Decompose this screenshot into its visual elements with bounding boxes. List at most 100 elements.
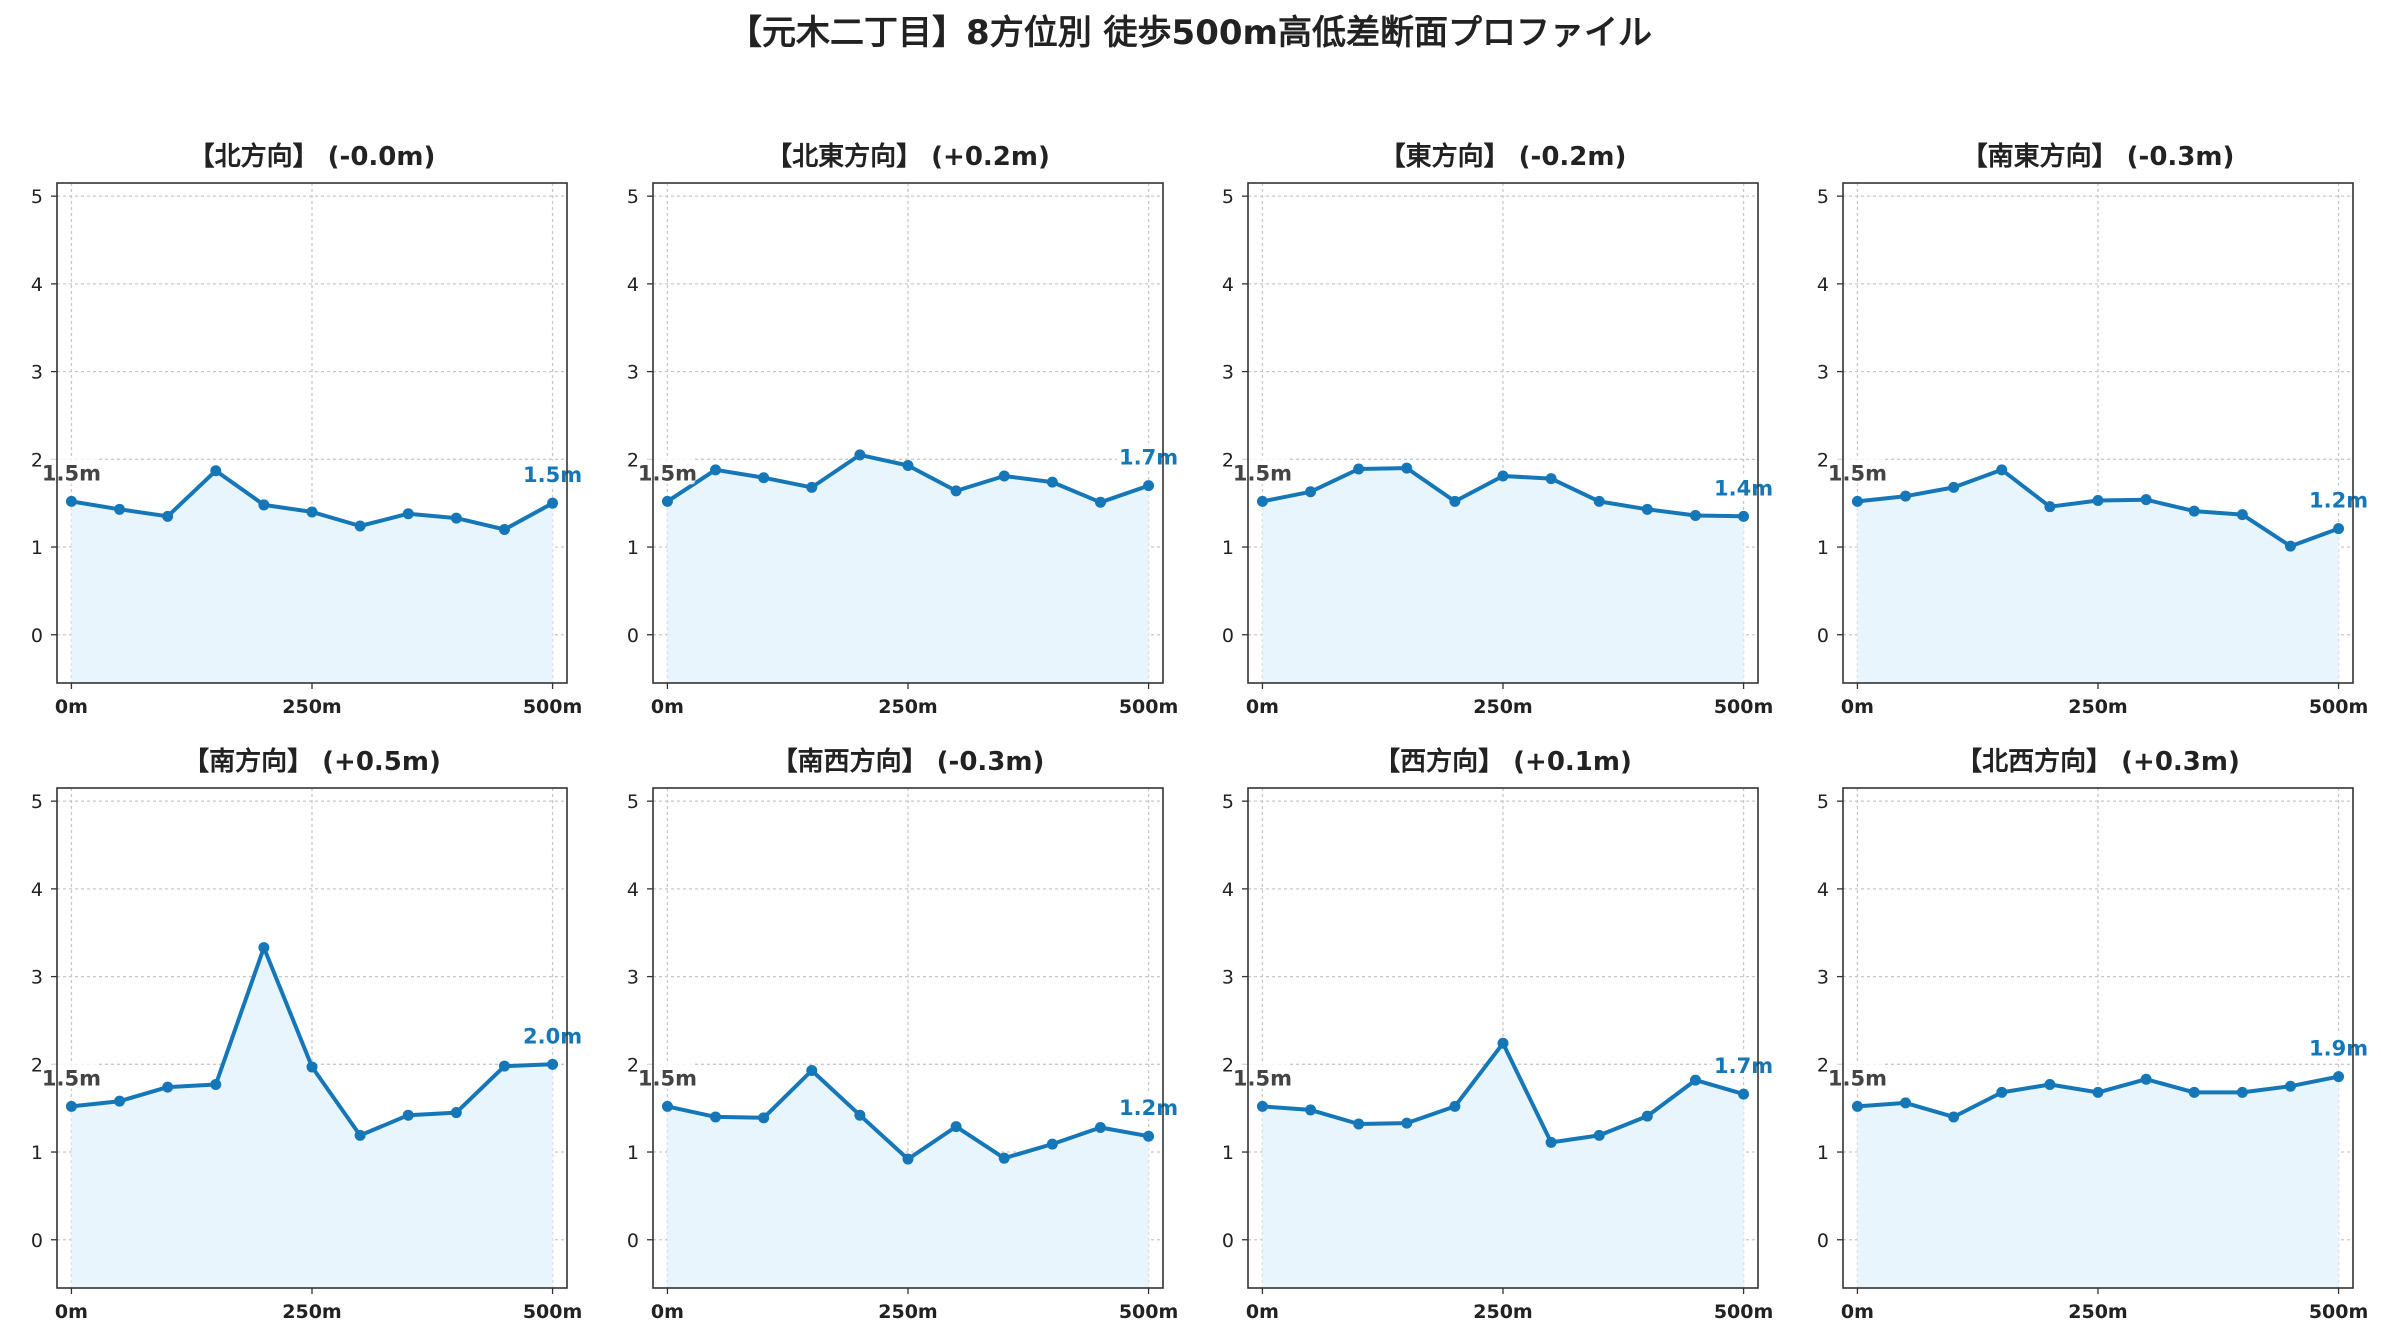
profile-point: [210, 465, 222, 477]
profile-point: [806, 1064, 818, 1076]
profile-point: [114, 503, 126, 515]
panel-1: 【北方向】 (-0.0m) 0 1 2 3 4 5 0m 250m 500m 1.5m 1.5m: [31, 141, 585, 718]
x-tick-label: 500m: [2309, 1301, 2368, 1323]
end-label-bg: [2306, 1033, 2371, 1060]
axes-frame: [1842, 182, 2354, 684]
profile-point: [1401, 462, 1413, 474]
profile-point: [2188, 1086, 2200, 1098]
x-tick-label: 250m: [2068, 1301, 2127, 1323]
panel-2: 【北東方向】 (+0.2m) 0 1 2 3 4 5 0m 250m 500m 1.5m 1.7m: [627, 141, 1181, 718]
y-tick-label: 0: [1222, 1230, 1234, 1252]
profile-point: [1689, 1074, 1701, 1086]
profile-point: [950, 1121, 962, 1133]
profile-point: [65, 495, 77, 507]
profile-area: [667, 454, 1149, 683]
y-tick-label: 3: [31, 362, 43, 384]
figure-title: 【元木二丁目】8方位別 徒歩500m高低差断面プロファイル: [728, 13, 1652, 53]
axes-frame: [56, 182, 568, 684]
profile-point: [1900, 1097, 1912, 1109]
end-elevation-label: 2.0m: [523, 1024, 582, 1048]
profile-point: [1094, 1121, 1106, 1133]
profile-point: [1948, 481, 1960, 493]
y-tick-label: 2: [1817, 1054, 1829, 1076]
end-elevation-label: 1.5m: [523, 463, 582, 487]
y-tick-label: 4: [1222, 879, 1234, 901]
y-tick-label: 4: [1817, 274, 1829, 296]
profile-point: [2284, 1080, 2296, 1092]
x-tick-label: 500m: [523, 696, 582, 718]
y-tick-label: 1: [1817, 1142, 1829, 1164]
profile-point: [1900, 490, 1912, 502]
profile-point: [402, 508, 414, 520]
profile-point: [1593, 1129, 1605, 1141]
panel-4: 【南東方向】 (-0.3m) 0 1 2 3 4 5 0m 250m 500m 1.5m 1.2m: [1817, 141, 2371, 718]
panel-title: 【南方向】 (+0.5m): [183, 746, 441, 777]
end-label-bg: [1116, 1093, 1181, 1120]
profile-point: [450, 1107, 462, 1119]
y-tick-label: 1: [31, 1142, 43, 1164]
start-elevation-label: 1.5m: [638, 461, 697, 485]
x-tick-label: 0m: [1841, 696, 1874, 718]
y-tick-label: 2: [1222, 1054, 1234, 1076]
y-tick-label: 2: [1817, 449, 1829, 471]
panel-title: 【西方向】 (+0.1m): [1374, 746, 1632, 777]
y-tick-label: 0: [627, 1230, 639, 1252]
profile-point: [1046, 476, 1058, 488]
profile-point: [2044, 1078, 2056, 1090]
x-tick-label: 250m: [1473, 696, 1532, 718]
profile-point: [1449, 1100, 1461, 1112]
profile-point: [1497, 1037, 1509, 1049]
y-tick-label: 2: [1222, 449, 1234, 471]
profile-point: [661, 1100, 673, 1112]
y-tick-label: 3: [627, 362, 639, 384]
y-tick-label: 1: [1222, 1142, 1234, 1164]
profile-area: [1857, 1076, 2339, 1288]
x-tick-label: 500m: [523, 1301, 582, 1323]
end-elevation-label: 1.2m: [2309, 489, 2368, 513]
profile-point: [758, 1112, 770, 1124]
y-tick-label: 3: [1222, 362, 1234, 384]
profile-point: [661, 495, 673, 507]
y-tick-label: 5: [1817, 791, 1829, 813]
y-tick-label: 1: [1222, 537, 1234, 559]
y-tick-label: 2: [627, 449, 639, 471]
profile-point: [710, 1111, 722, 1123]
y-tick-label: 0: [627, 625, 639, 647]
y-tick-label: 4: [1817, 879, 1829, 901]
y-tick-label: 2: [31, 1054, 43, 1076]
y-tick-label: 0: [1222, 625, 1234, 647]
y-tick-label: 5: [31, 186, 43, 208]
start-elevation-label: 1.5m: [1828, 1066, 1887, 1090]
x-tick-label: 500m: [1119, 696, 1178, 718]
end-label-bg: [1711, 473, 1776, 500]
profile-point: [1046, 1138, 1058, 1150]
profile-point: [806, 481, 818, 493]
y-tick-label: 0: [31, 1230, 43, 1252]
profile-point: [2236, 509, 2248, 521]
start-elevation-label: 1.5m: [638, 1066, 697, 1090]
profile-area: [71, 470, 553, 683]
profile-point: [258, 942, 270, 954]
y-tick-label: 3: [1222, 967, 1234, 989]
profile-point: [902, 1153, 914, 1165]
x-tick-label: 0m: [1246, 696, 1279, 718]
profile-point: [258, 499, 270, 511]
profile-point: [1738, 510, 1750, 522]
x-tick-label: 250m: [878, 1301, 937, 1323]
profile-point: [402, 1109, 414, 1121]
y-tick-label: 2: [627, 1054, 639, 1076]
axes-frame: [1842, 787, 2354, 1289]
profile-point: [1851, 1100, 1863, 1112]
panel-title: 【北東方向】 (+0.2m): [766, 141, 1050, 172]
end-elevation-label: 1.4m: [1714, 476, 1773, 500]
profile-point: [854, 449, 866, 461]
end-label-bg: [1711, 1051, 1776, 1078]
profile-point: [2140, 1073, 2152, 1085]
axes-frame: [1247, 182, 1759, 684]
start-elevation-label: 1.5m: [1233, 1066, 1292, 1090]
end-label-bg: [520, 1021, 585, 1048]
profile-point: [1851, 495, 1863, 507]
end-elevation-label: 1.9m: [2309, 1037, 2368, 1061]
